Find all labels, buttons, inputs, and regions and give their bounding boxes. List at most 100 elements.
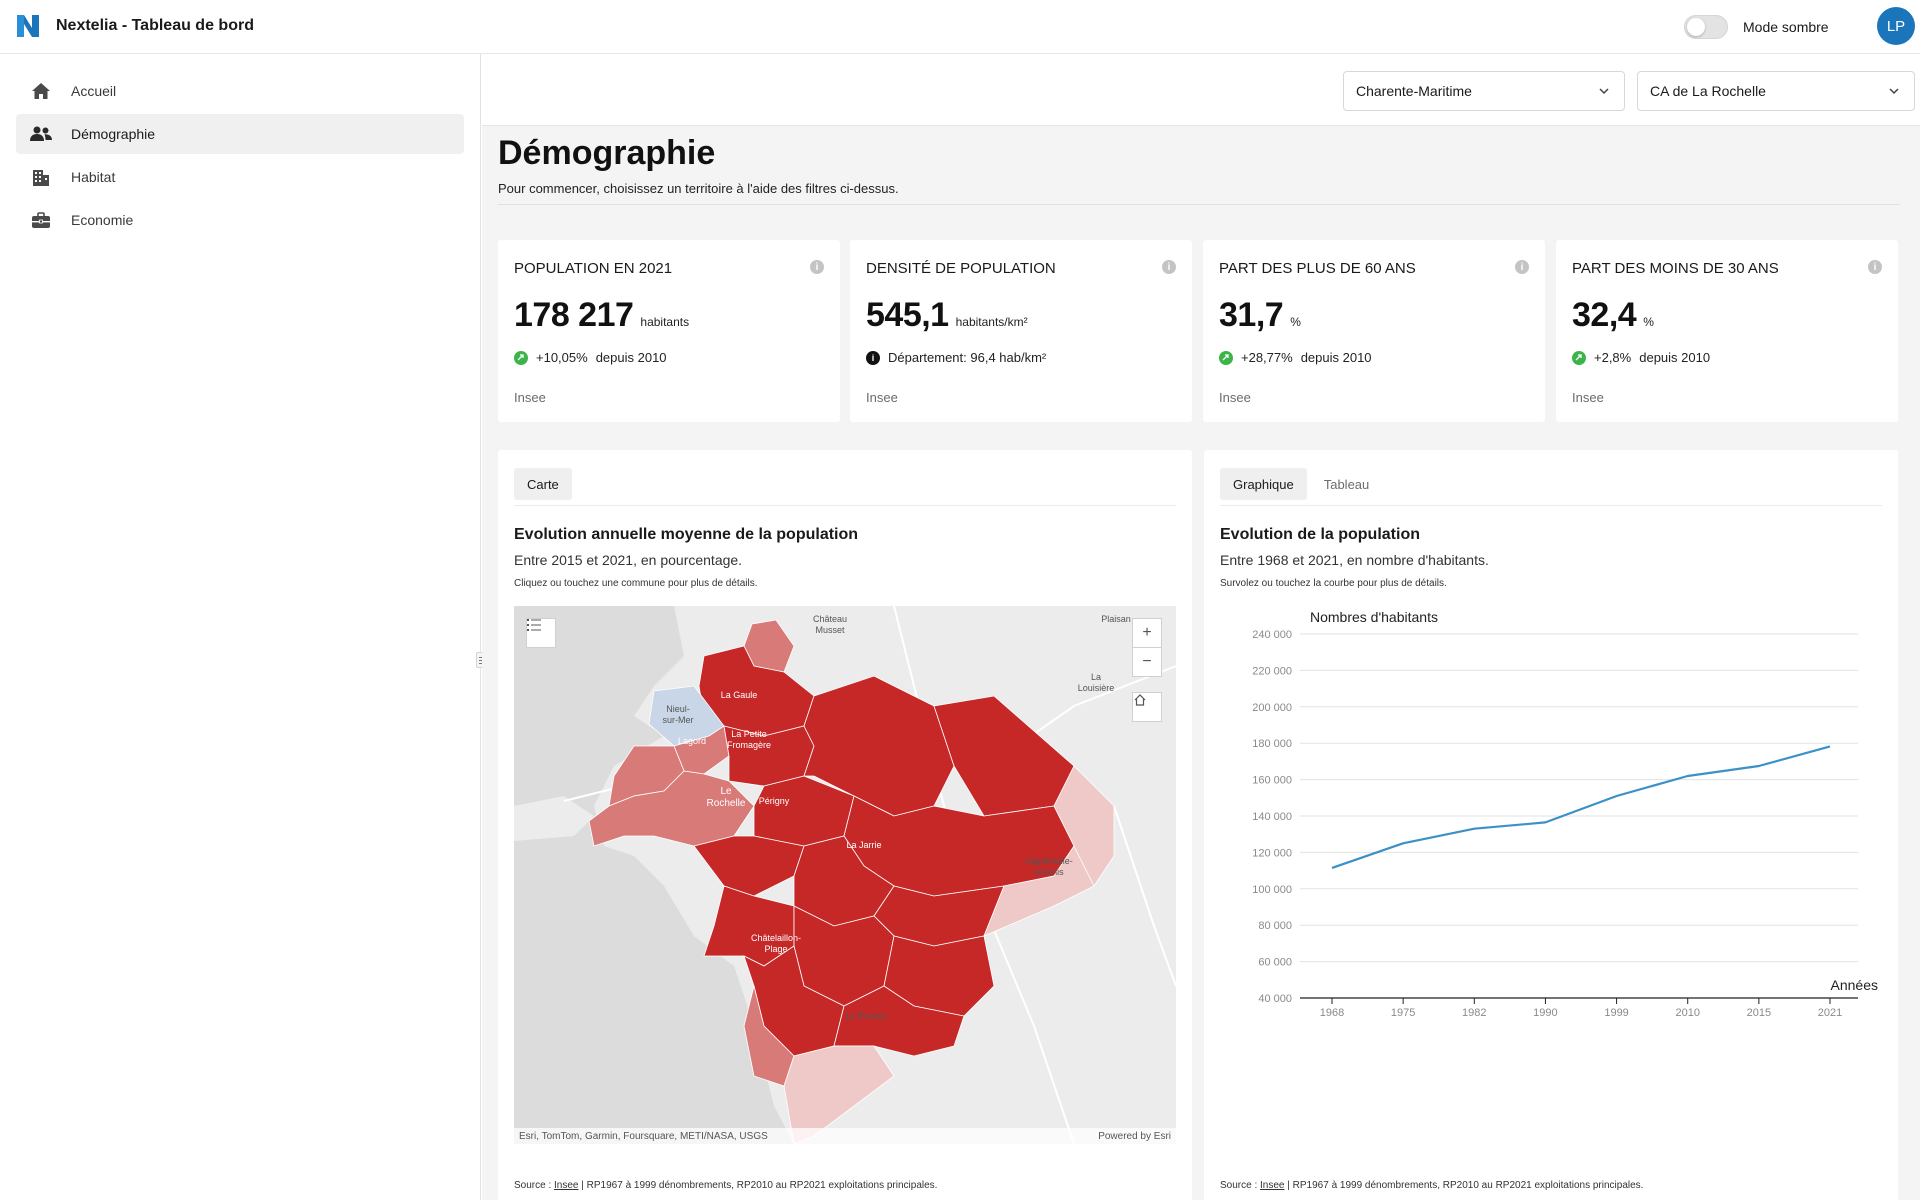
info-icon[interactable]: i [810, 260, 824, 274]
data-point [1330, 866, 1334, 870]
kpi-title: PART DES PLUS DE 60 ANS [1219, 260, 1416, 277]
app-title: Nextelia - Tableau de bord [56, 17, 254, 34]
y-tick-label: 80 000 [1258, 920, 1292, 932]
kpi-card-under30: PART DES MOINS DE 30 ANS i 32,4% +2,8% de… [1556, 240, 1898, 422]
map-hint: Cliquez ou touchez une commune pour plus… [514, 578, 758, 589]
divider [498, 204, 1900, 205]
place-label: La Jarrie [846, 840, 881, 850]
kpi-change-since: depuis 2010 [1300, 350, 1372, 365]
kpi-change: i Département: 96,4 hab/km² [866, 350, 1046, 365]
avatar[interactable]: LP [1877, 7, 1915, 45]
dark-mode-label: Mode sombre [1743, 19, 1829, 35]
dark-mode-toggle[interactable] [1684, 15, 1728, 39]
kpi-change-value: Département: 96,4 hab/km² [888, 350, 1047, 365]
kpi-value: 31,7% [1219, 296, 1301, 335]
legend-list-icon[interactable] [526, 618, 556, 648]
kpi-change: +2,8% depuis 2010 [1572, 350, 1710, 365]
place-label: Louisière [1078, 683, 1115, 693]
data-point [1757, 764, 1761, 768]
info-icon[interactable]: i [1868, 260, 1882, 274]
info-icon[interactable]: i [1515, 260, 1529, 274]
chart-canvas: 40 000 60 000 80 000 100 000 120 000 140 000 1… [1252, 609, 1878, 1019]
kpi-number: 32,4 [1572, 296, 1637, 334]
source-link[interactable]: Insee [1260, 1180, 1285, 1191]
data-point [1543, 820, 1547, 824]
y-tick-label: 100 000 [1252, 884, 1292, 896]
trend-up-icon [1572, 350, 1586, 365]
data-point [1614, 794, 1618, 798]
line-chart[interactable]: 40 000 60 000 80 000 100 000 120 000 140 000 1… [1204, 600, 1898, 1160]
kpi-source: Insee [866, 390, 898, 405]
map-attribution: Esri, TomTom, Garmin, Foursquare, METI/N… [514, 1128, 1176, 1144]
choropleth-map[interactable]: Château Musset Plaisan La Louisière Nieu… [514, 606, 1176, 1144]
sidebar-item-label: Démographie [71, 126, 156, 142]
zoom-out-icon[interactable]: − [1132, 647, 1162, 677]
commune-vérines[interactable] [1053, 765, 1115, 887]
y-tick-label: 240 000 [1252, 629, 1292, 641]
nextelia-logo[interactable] [14, 12, 42, 40]
kpi-source: Insee [1572, 390, 1604, 405]
place-label: Périgny [759, 796, 790, 806]
map-tabs: Carte [514, 468, 572, 500]
toggle-knob [1687, 18, 1705, 36]
sidebar-item-label: Habitat [71, 169, 116, 185]
top-bar: Nextelia - Tableau de bord Mode sombre L… [0, 0, 1920, 54]
kpi-unit: % [1290, 315, 1301, 329]
sidebar-item-economie[interactable]: Economie [16, 200, 464, 240]
sidebar-item-habitat[interactable]: Habitat [16, 157, 464, 197]
place-label: Plaisan [1101, 614, 1131, 624]
y-tick-label: 120 000 [1252, 847, 1292, 859]
commune-la-rochelle[interactable] [588, 770, 755, 847]
place-label: sur-Mer [663, 715, 694, 725]
home-extent-icon[interactable] [1132, 692, 1162, 722]
tab-graphique[interactable]: Graphique [1220, 468, 1307, 500]
attribution-text: Esri, TomTom, Garmin, Foursquare, METI/N… [519, 1130, 768, 1142]
y-tick-label: 60 000 [1258, 957, 1292, 969]
sidebar-item-accueil[interactable]: Accueil [16, 71, 464, 111]
kpi-value: 545,1 habitants/km² [866, 296, 1028, 335]
sidebar: Accueil Démographie Habitat Economie [0, 54, 481, 1200]
chart-hint: Survolez ou touchez la courbe pour plus … [1220, 578, 1447, 589]
place-label: La Petite [731, 729, 767, 739]
kpi-card-density: DENSITÉ DE POPULATION i 545,1 habitants/k… [850, 240, 1192, 422]
map-subtitle: Entre 2015 et 2021, en pourcentage. [514, 552, 743, 568]
source-link[interactable]: Insee [554, 1180, 579, 1191]
kpi-number: 545,1 [866, 296, 949, 334]
sidebar-item-demographie[interactable]: Démographie [16, 114, 464, 154]
y-tick-label: 220 000 [1252, 665, 1292, 677]
kpi-unit: habitants/km² [955, 315, 1028, 329]
tab-tableau[interactable]: Tableau [1310, 468, 1383, 500]
kpi-number: 178 217 [514, 296, 634, 334]
kpi-change-since: depuis 2010 [595, 350, 667, 365]
place-label: Aigrefeuille- [1025, 856, 1073, 866]
x-tick-label: 1999 [1604, 1007, 1628, 1019]
info-icon[interactable]: i [1162, 260, 1176, 274]
page-title: Démographie [498, 134, 716, 172]
map-title: Evolution annuelle moyenne de la populat… [514, 526, 859, 543]
place-label: La Gaule [721, 690, 758, 700]
page-subtitle: Pour commencer, choisissez un territoire… [498, 181, 899, 196]
data-point [1401, 841, 1405, 845]
kpi-change-since: depuis 2010 [1639, 350, 1711, 365]
department-select-value: Charente-Maritime [1356, 83, 1472, 99]
kpi-value: 178 217 habitants [514, 296, 689, 335]
map-card: Carte Evolution annuelle moyenne de la p… [498, 450, 1192, 1200]
x-tick-label: 2010 [1675, 1007, 1699, 1019]
kpi-unit: habitants [640, 315, 690, 329]
department-select[interactable]: Charente-Maritime [1343, 71, 1625, 111]
powered-by-esri[interactable]: Powered by Esri [1098, 1130, 1171, 1142]
kpi-card-population: POPULATION EN 2021 i 178 217 habitants +1… [498, 240, 840, 422]
x-tick-label: 2015 [1747, 1007, 1771, 1019]
users-icon [30, 123, 52, 145]
zoom-in-icon[interactable]: + [1132, 618, 1162, 648]
source-rest: | RP1967 à 1999 dénombrements, RP2010 au… [1284, 1180, 1644, 1191]
data-point [1828, 744, 1832, 748]
kpi-change: +28,77% depuis 2010 [1219, 350, 1372, 365]
home-icon [30, 80, 52, 102]
map-canvas: Château Musset Plaisan La Louisière Nieu… [514, 606, 1176, 1144]
place-label: Nieul- [666, 704, 690, 714]
epci-select[interactable]: CA de La Rochelle [1637, 71, 1915, 111]
tab-carte[interactable]: Carte [514, 468, 572, 500]
place-label: Musset [815, 625, 845, 635]
y-tick-label: 140 000 [1252, 811, 1292, 823]
